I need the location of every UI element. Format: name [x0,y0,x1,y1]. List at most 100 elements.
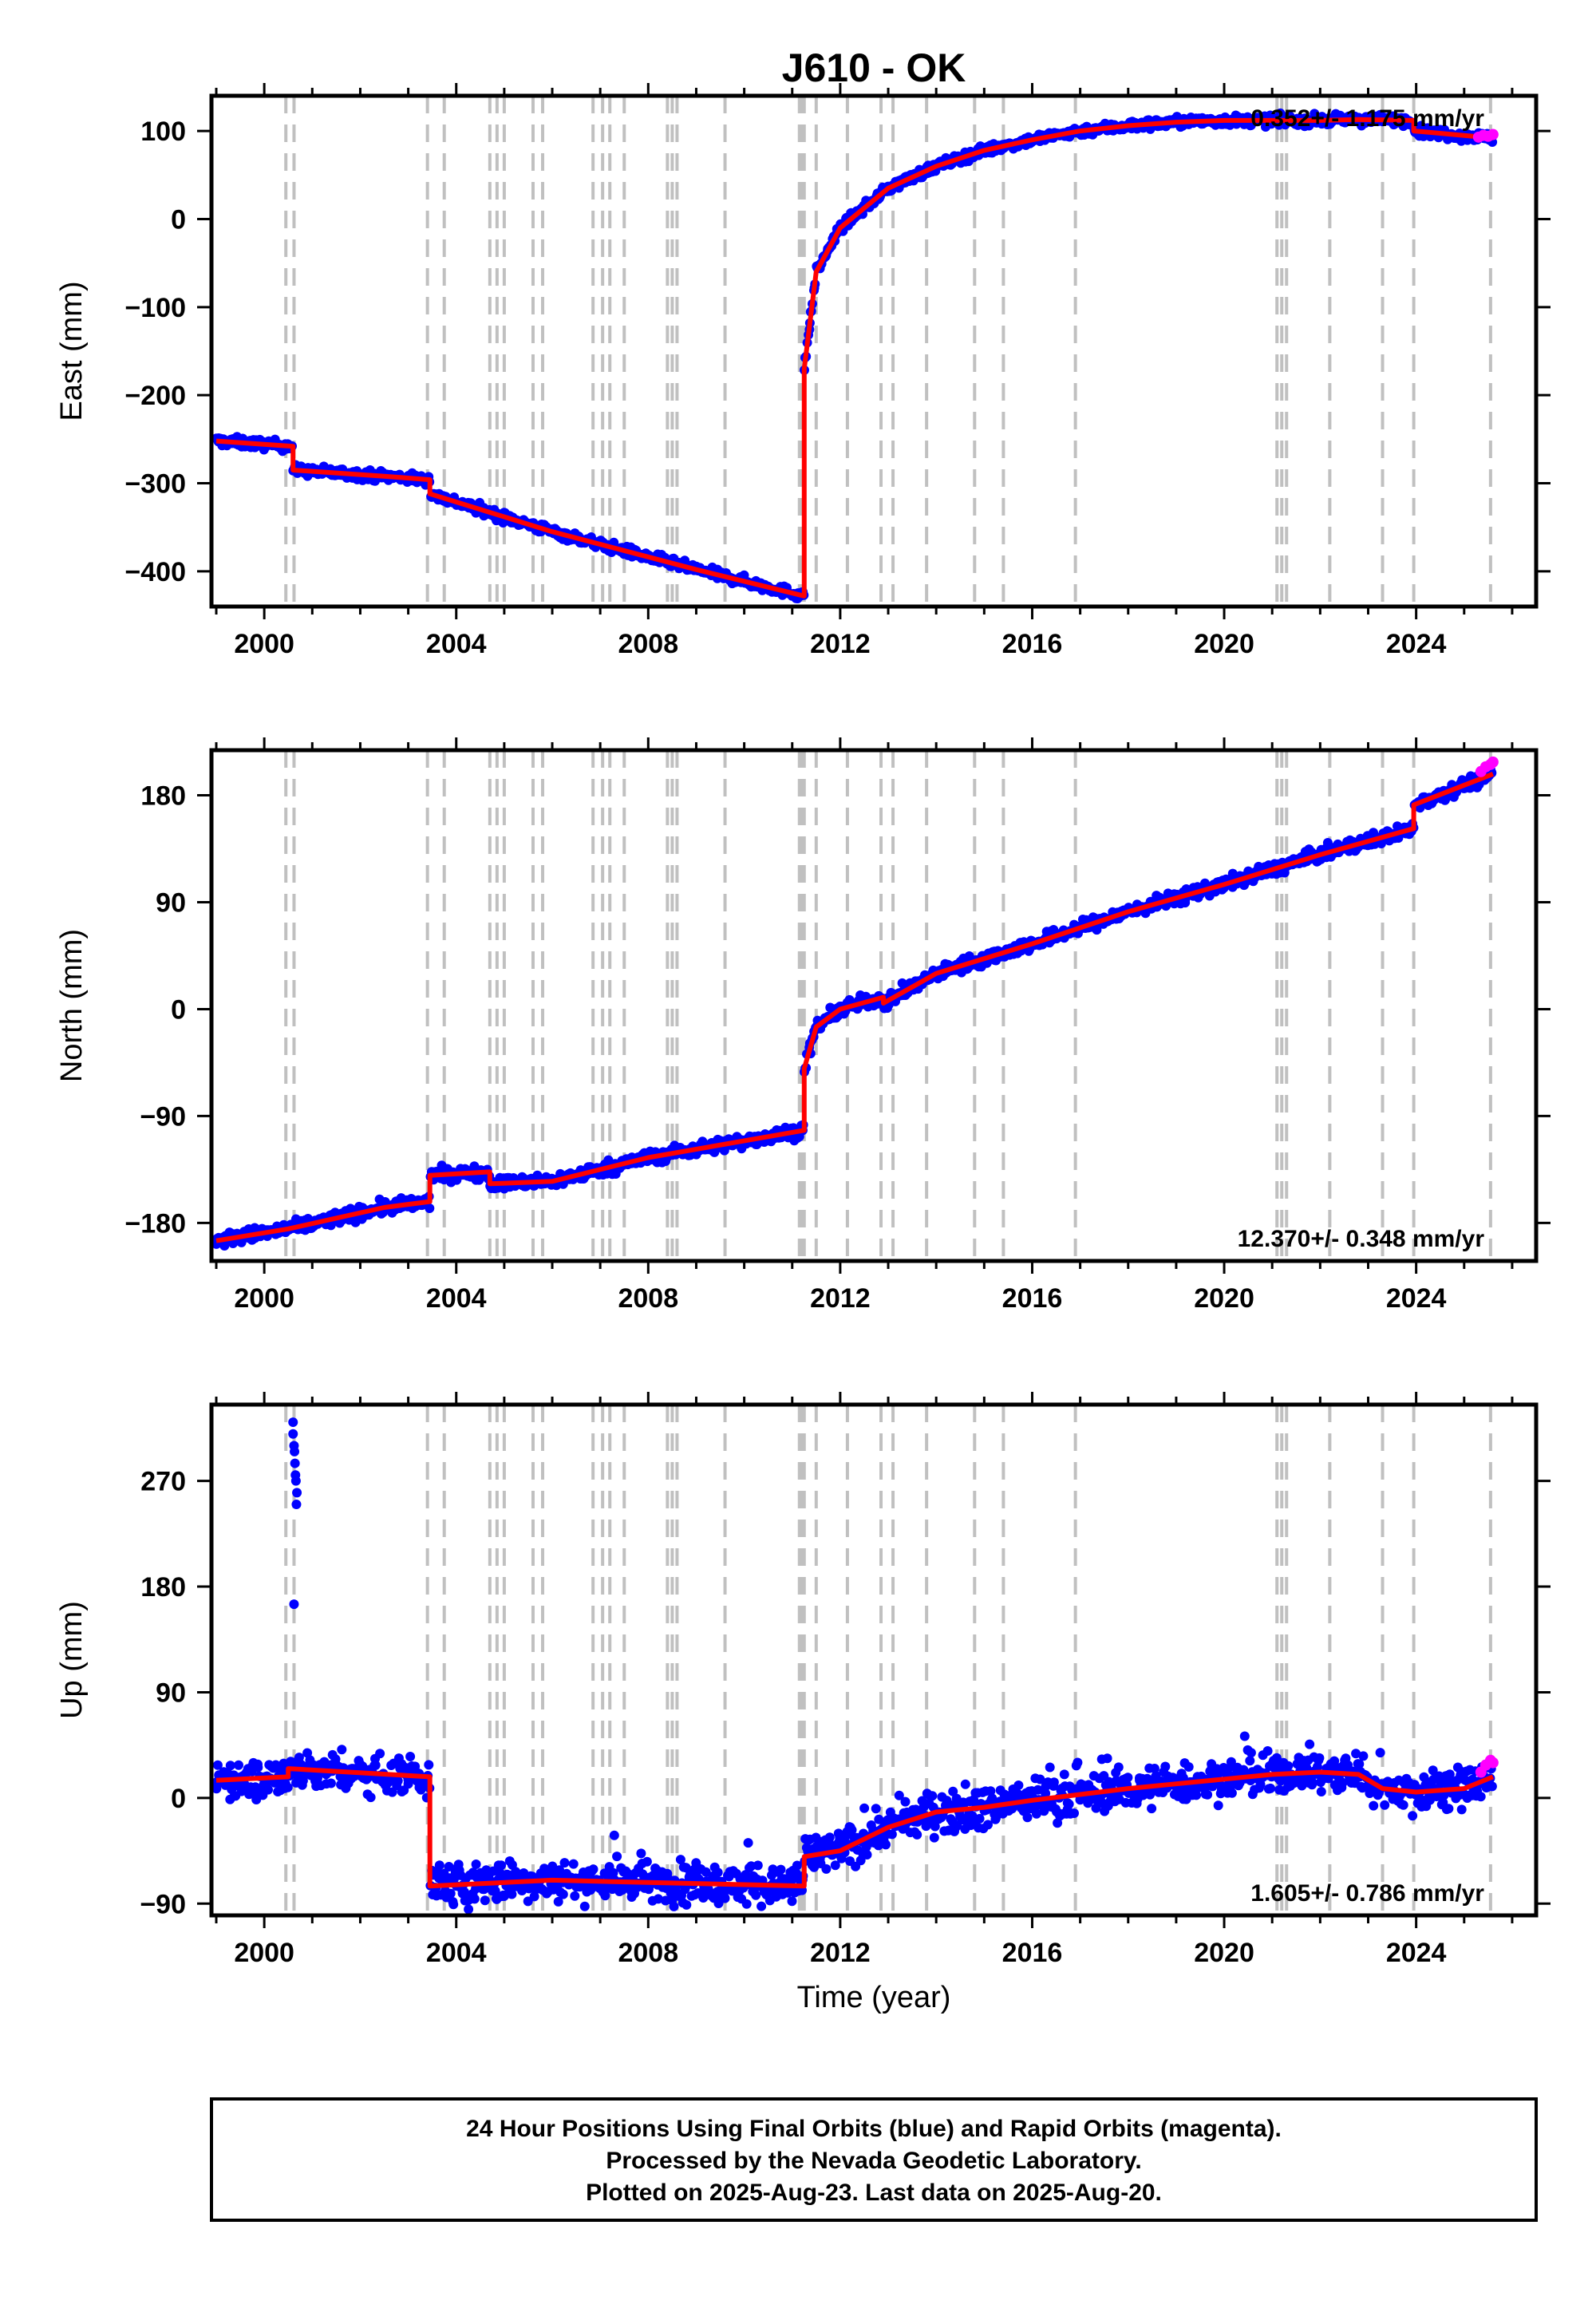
x-tick-label: 2000 [234,1283,294,1314]
plot-frame [209,93,1539,609]
final-orbit-point [326,1778,336,1788]
footer-border [210,2097,1538,2222]
final-orbit-point [821,1863,832,1874]
final-orbit-point [1380,1800,1390,1810]
final-orbit-point [661,1895,670,1906]
final-orbit-point [496,1860,507,1871]
final-orbit-point [1329,1756,1340,1766]
outlier-point [288,1429,298,1439]
x-tick-label: 2012 [810,629,871,659]
footer-box: 24 Hour Positions Using Final Orbits (bl… [210,2097,1538,2222]
final-orbit-point [1314,1753,1325,1763]
x-tick-label: 2004 [426,1938,487,1968]
final-orbit-point [930,1821,940,1832]
x-tick-label: 2012 [810,1938,871,1968]
final-orbit-point [1091,1803,1101,1813]
final-orbit-point [464,1904,474,1915]
final-orbit-point [1013,1780,1024,1790]
final-orbit-point [636,1848,646,1859]
final-orbit-point [743,1838,753,1848]
final-orbit-point [1246,1748,1256,1758]
velocity-rate-label: 1.605+/- 0.786 mm/yr [1250,1880,1484,1907]
final-orbit-point [1428,1765,1438,1776]
panel-3: 2000 2004 2008 2012 2016 2020 2024 270 180 90 0 −90… [55,1392,1551,1968]
final-orbit-point [490,1886,500,1896]
final-orbit-point [929,1832,939,1843]
final-orbit-point [1160,1761,1171,1772]
panel-2: 2000 2004 2008 2012 2016 2020 2024 180 90 0 −90 −18… [55,737,1551,1314]
final-orbit-point [559,1858,570,1868]
final-orbit-point [1266,1783,1276,1793]
final-orbit-points [211,108,1498,603]
final-orbit-point [1444,1769,1455,1780]
final-orbit-point [1213,1800,1223,1811]
final-orbit-point [824,1832,835,1843]
final-orbit-point [1369,1800,1379,1811]
model-line [215,1766,1495,1889]
final-orbit-point [393,1776,403,1786]
final-orbit-point [1375,1748,1385,1758]
model-line [215,117,1494,599]
y-tick-label: −90 [140,1889,186,1919]
final-orbit-point [445,1888,456,1899]
final-orbit-point [1358,1751,1369,1761]
final-orbit-point [986,1786,996,1796]
final-orbit-point [713,1867,723,1878]
final-orbit-point [1305,1739,1315,1749]
x-tick-label: 2008 [618,1283,678,1314]
final-orbit-point [558,1889,568,1899]
y-tick-label: 180 [140,781,186,812]
final-orbit-point [212,1760,223,1770]
final-orbit-point [330,1754,341,1765]
final-orbit-point [553,1896,563,1907]
y-tick-label: 90 [156,1678,186,1708]
final-orbit-point [424,1760,434,1770]
x-tick-label: 2004 [426,1283,487,1314]
final-orbit-point [1147,1804,1157,1814]
y-axis-label: Up (mm) [55,1601,89,1719]
final-orbit-point [642,1856,652,1867]
velocity-rate-label: 12.370+/- 0.348 mm/yr [1238,1226,1485,1252]
final-orbit-point [776,1864,786,1875]
final-orbit-point [1178,1773,1188,1783]
outlier-point [290,1458,300,1468]
final-orbit-point [507,1889,517,1899]
final-orbit-point [1102,1753,1112,1764]
final-orbit-point [1476,1792,1486,1802]
outlier-point [290,1446,300,1456]
final-orbit-point [1203,1789,1213,1800]
final-orbit-point [871,1804,881,1814]
final-orbit-point [444,1862,454,1871]
y-tick-label: 270 [140,1467,186,1497]
x-tick-label: 2016 [1002,629,1063,659]
final-orbit-point [480,1895,490,1906]
y-tick-label: 0 [171,1784,186,1814]
velocity-rate-label: 0.352+/- 1.175 mm/yr [1250,105,1484,132]
final-orbit-point [900,1796,911,1807]
final-orbit-point [263,1784,273,1795]
final-orbit-point [1045,1762,1055,1773]
final-orbit-point [612,1852,622,1862]
final-orbit-point [1456,1804,1467,1815]
final-orbit-point [1031,1808,1041,1819]
final-orbit-point [1123,1773,1133,1783]
final-orbit-point [1033,1784,1043,1795]
final-orbit-point [1487,1781,1497,1792]
final-orbit-point [948,1786,958,1796]
y-tick-label: 0 [171,994,186,1025]
final-orbit-point [675,1855,685,1865]
final-orbit-point [1351,1749,1361,1759]
y-tick-label: 180 [140,1572,186,1603]
final-orbit-point [757,1901,767,1911]
plot-frame [209,1402,1539,1918]
x-tick-label: 2008 [618,1938,678,1968]
final-orbit-point [225,1761,235,1771]
outlier-point [290,1470,301,1480]
x-tick-label: 2000 [234,629,294,659]
x-tick-label: 2008 [618,629,678,659]
final-orbit-point [555,1865,565,1875]
final-orbit-point [425,1203,435,1213]
plot-area [211,750,1499,1261]
final-orbit-point [653,1894,663,1904]
y-tick-label: 0 [171,204,186,235]
